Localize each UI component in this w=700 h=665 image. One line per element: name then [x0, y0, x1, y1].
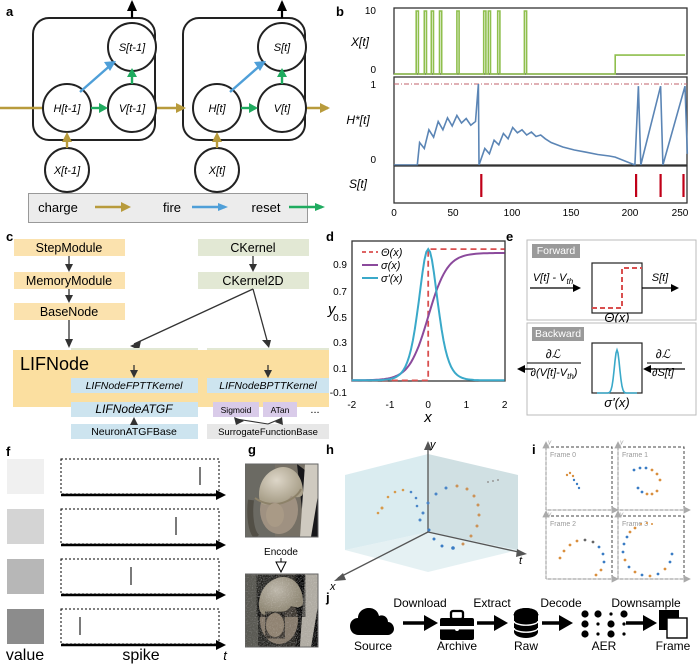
svg-text:CKernel: CKernel [230, 241, 275, 255]
svg-text:250: 250 [672, 208, 689, 219]
svg-text:0.7: 0.7 [333, 287, 347, 298]
svg-text:reset: reset [252, 200, 281, 215]
svg-text:t: t [519, 555, 523, 567]
svg-text:Download: Download [393, 596, 446, 610]
svg-text:100: 100 [504, 208, 521, 219]
svg-text:S[t]: S[t] [349, 177, 368, 191]
svg-text:BaseNode: BaseNode [40, 305, 98, 319]
svg-text:y: y [429, 440, 437, 451]
svg-text:t: t [223, 648, 228, 663]
svg-text:Frame 2: Frame 2 [550, 521, 576, 528]
svg-text:0.9: 0.9 [333, 260, 347, 271]
svg-text:Archive: Archive [437, 639, 477, 653]
svg-text:Sigmoid: Sigmoid [221, 405, 252, 415]
svg-text:∂ℒ: ∂ℒ [656, 347, 671, 361]
svg-text:charge: charge [38, 200, 78, 215]
svg-text:σ'(x): σ'(x) [381, 273, 403, 285]
svg-text:H*[t]: H*[t] [346, 113, 370, 127]
svg-text:Encode: Encode [264, 547, 298, 558]
svg-text:CKernel2D: CKernel2D [222, 274, 283, 288]
svg-text:-2: -2 [347, 400, 356, 411]
svg-text:AER: AER [592, 639, 617, 653]
svg-text:Source: Source [354, 639, 392, 653]
svg-text:150: 150 [563, 208, 580, 219]
svg-text:S[t]: S[t] [652, 272, 669, 284]
svg-text:spike: spike [122, 647, 159, 664]
svg-text:Backward: Backward [535, 328, 581, 340]
svg-text:0: 0 [391, 208, 397, 219]
svg-text:Decode: Decode [540, 596, 582, 610]
svg-text:Downsample: Downsample [611, 596, 681, 610]
svg-text:0.3: 0.3 [333, 338, 347, 349]
svg-text:σ(x): σ(x) [381, 260, 401, 272]
svg-text:x: x [423, 409, 432, 426]
svg-text:Raw: Raw [514, 639, 538, 653]
svg-text:LIFNode: LIFNode [20, 354, 89, 374]
svg-text:LIFNodeFPTTKernel: LIFNodeFPTTKernel [86, 380, 184, 392]
svg-text:0.1: 0.1 [333, 364, 347, 375]
svg-text:MemoryModule: MemoryModule [26, 274, 112, 288]
svg-text:0: 0 [370, 155, 376, 166]
svg-text:∂ℒ: ∂ℒ [546, 347, 561, 361]
svg-text:Frame: Frame [656, 639, 691, 653]
svg-text:X[t]: X[t] [350, 35, 370, 49]
svg-text:...: ... [310, 404, 319, 416]
svg-text:1: 1 [464, 400, 470, 411]
svg-text:Forward: Forward [537, 245, 576, 257]
svg-text:Frame 1: Frame 1 [622, 452, 648, 459]
svg-text:σ'(x): σ'(x) [604, 395, 629, 410]
svg-text:0: 0 [370, 65, 376, 76]
svg-text:ATan: ATan [271, 405, 290, 415]
svg-text:value: value [6, 647, 44, 664]
svg-text:10: 10 [365, 6, 377, 17]
svg-text:NeuronATGFBase: NeuronATGFBase [91, 426, 177, 438]
svg-text:Extract: Extract [473, 596, 511, 610]
svg-text:y: y [619, 511, 624, 518]
svg-text:y: y [547, 511, 552, 518]
svg-text:1: 1 [370, 80, 376, 91]
svg-text:-0.1: -0.1 [330, 388, 348, 399]
svg-text:SurrogateFunctionBase: SurrogateFunctionBase [218, 427, 318, 438]
svg-text:StepModule: StepModule [36, 241, 103, 255]
svg-text:50: 50 [447, 208, 459, 219]
svg-text:Θ(x): Θ(x) [381, 247, 403, 259]
svg-text:fire: fire [163, 200, 181, 215]
svg-text:200: 200 [622, 208, 639, 219]
svg-text:LIFNodeATGF: LIFNodeATGF [95, 402, 173, 416]
svg-text:LIFNodeBPTTKernel: LIFNodeBPTTKernel [219, 380, 317, 392]
svg-text:-1: -1 [386, 400, 395, 411]
svg-text:Frame 0: Frame 0 [550, 452, 576, 459]
